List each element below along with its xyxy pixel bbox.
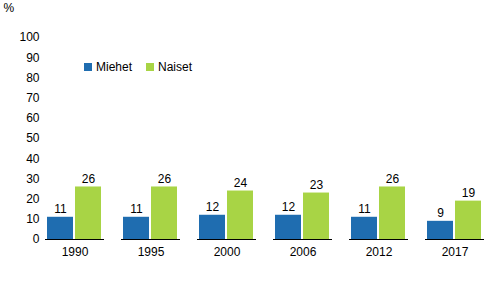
svg-text:100: 100 bbox=[19, 30, 39, 44]
svg-text:90: 90 bbox=[26, 51, 40, 65]
svg-text:2017: 2017 bbox=[442, 245, 469, 259]
svg-text:24: 24 bbox=[234, 176, 248, 190]
svg-text:11: 11 bbox=[358, 202, 371, 216]
svg-text:%: % bbox=[4, 1, 15, 15]
svg-text:11: 11 bbox=[130, 202, 143, 216]
svg-text:19: 19 bbox=[462, 186, 476, 200]
svg-text:11: 11 bbox=[54, 202, 67, 216]
html-text:Miehet: Miehet bbox=[96, 60, 132, 74]
svg-text:20: 20 bbox=[26, 192, 40, 206]
svg-text:50: 50 bbox=[26, 131, 40, 145]
svg-text:10: 10 bbox=[26, 212, 40, 226]
svg-text:23: 23 bbox=[310, 178, 324, 192]
svg-text:2000: 2000 bbox=[214, 245, 241, 259]
svg-text:26: 26 bbox=[386, 172, 400, 186]
svg-text:30: 30 bbox=[26, 172, 40, 186]
svg-text:2006: 2006 bbox=[290, 245, 317, 259]
svg-text:40: 40 bbox=[26, 152, 40, 166]
svg-text:9: 9 bbox=[437, 206, 444, 220]
svg-text:2012: 2012 bbox=[366, 245, 393, 259]
svg-text:26: 26 bbox=[82, 172, 96, 186]
html-text:Naiset: Naiset bbox=[158, 60, 192, 74]
svg-text:12: 12 bbox=[206, 200, 220, 214]
svg-text:1990: 1990 bbox=[62, 245, 89, 259]
svg-text:1995: 1995 bbox=[138, 245, 165, 259]
svg-text:0: 0 bbox=[33, 232, 40, 246]
svg-text:26: 26 bbox=[158, 172, 172, 186]
svg-text:60: 60 bbox=[26, 111, 40, 125]
svg-text:70: 70 bbox=[26, 91, 40, 105]
svg-text:80: 80 bbox=[26, 71, 40, 85]
svg-text:12: 12 bbox=[282, 200, 296, 214]
